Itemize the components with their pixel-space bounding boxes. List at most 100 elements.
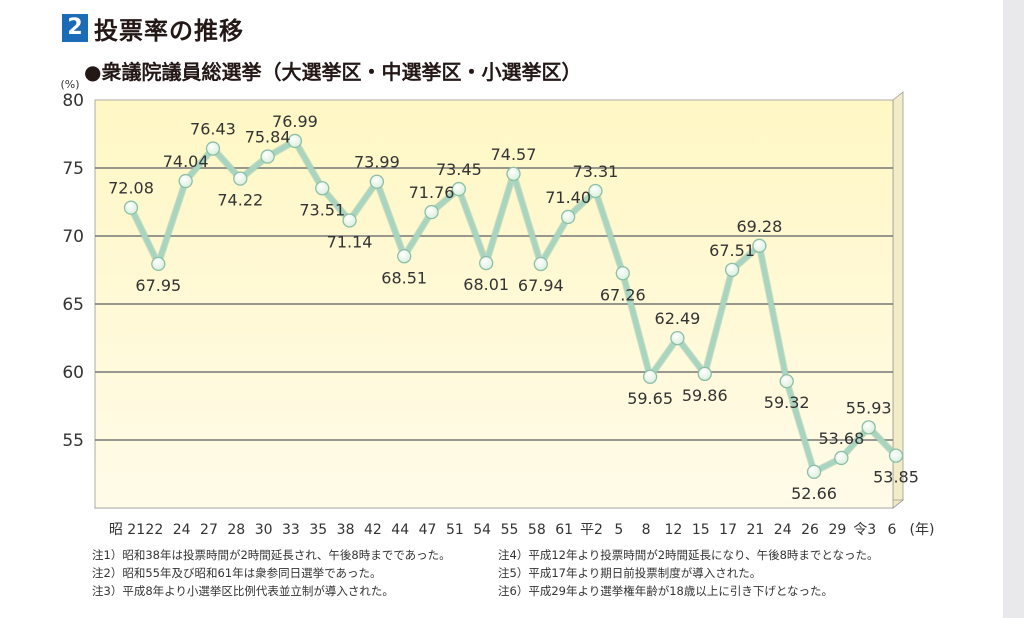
data-point — [533, 256, 548, 272]
data-label: 59.65 — [627, 389, 673, 408]
x-tick-label: 15 — [692, 522, 710, 538]
x-tick-label: 47 — [419, 522, 437, 538]
x-tick-label: 24 — [774, 522, 792, 538]
x-tick-label: 29 — [828, 522, 846, 538]
data-point — [397, 249, 412, 264]
x-tick-label: 5 — [614, 522, 623, 538]
data-point — [861, 420, 876, 435]
data-point — [697, 366, 712, 382]
data-point — [424, 204, 439, 220]
footnotes-left: 注1）昭和38年は投票時間が2時間延長され、午後8時までであった。 注2）昭和5… — [92, 546, 451, 600]
data-label: 71.14 — [327, 232, 373, 251]
chart-subtitle: ●衆議院議員総選挙（大選挙区・中選挙区・小選挙区） — [84, 60, 582, 84]
x-tick-label: 35 — [309, 522, 327, 538]
x-tick-label: 17 — [719, 522, 737, 538]
data-label: 74.22 — [217, 191, 263, 210]
x-tick-label: 6 — [888, 522, 897, 538]
data-point — [806, 464, 822, 479]
x-tick-label: 26 — [801, 522, 819, 538]
data-label: 71.40 — [545, 188, 591, 207]
data-label: 73.51 — [299, 200, 345, 219]
x-tick-label: 30 — [255, 522, 273, 538]
data-label: 55.93 — [846, 398, 892, 417]
data-point — [178, 173, 193, 189]
data-label: 53.68 — [818, 429, 864, 448]
x-tick-label: 平2 — [580, 522, 603, 538]
data-label: 67.95 — [135, 276, 181, 295]
x-tick-label: 54 — [473, 522, 491, 538]
data-label: 73.45 — [436, 160, 482, 179]
data-label: 52.66 — [791, 484, 837, 503]
footnote-5: 注5）平成17年より期日前投票制度が導入された。 — [498, 566, 762, 580]
data-point — [123, 200, 139, 215]
data-label: 68.01 — [463, 275, 509, 294]
data-point — [479, 255, 494, 271]
footnote-2: 注2）昭和55年及び昭和61年は衆参同日選挙であった。 — [92, 566, 382, 580]
section-heading: 2 投票率の推移 — [62, 12, 244, 45]
x-tick-label: 昭 21 — [109, 522, 145, 538]
data-point — [724, 262, 740, 278]
x-tick-label: 令3 — [853, 522, 876, 538]
footnote-3: 注3）平成8年より小選挙区比例代表並立制が導入された。 — [92, 584, 394, 598]
data-point — [615, 266, 630, 281]
data-label: 59.32 — [764, 393, 810, 412]
data-point — [342, 213, 357, 228]
footnote-4: 注4）平成12年より投票時間が2時間延長になり、午後8時までとなった。 — [498, 548, 879, 562]
data-label: 76.99 — [272, 112, 318, 131]
x-tick-label: 38 — [337, 522, 355, 538]
section-number-badge: 2 — [62, 14, 88, 42]
x-tick-label: 8 — [642, 522, 651, 538]
data-label: 71.76 — [409, 183, 455, 202]
data-point — [560, 209, 576, 225]
data-point — [588, 183, 603, 199]
y-axis-unit: (%) — [60, 78, 79, 91]
data-point — [642, 369, 658, 384]
data-label: 75.84 — [245, 128, 291, 147]
data-point — [888, 448, 904, 463]
y-tick-label: 65 — [62, 295, 84, 315]
x-tick-label: 24 — [173, 522, 191, 538]
footnotes-right: 注4）平成12年より投票時間が2時間延長になり、午後8時までとなった。 注5）平… — [498, 546, 879, 600]
data-label: 62.49 — [655, 309, 701, 328]
data-label: 73.99 — [354, 153, 400, 172]
data-point — [670, 330, 685, 346]
y-tick-label: 70 — [62, 227, 84, 247]
data-point — [779, 374, 794, 389]
data-label: 67.51 — [709, 241, 755, 260]
x-tick-label: 22 — [145, 522, 163, 538]
x-tick-label: 44 — [391, 522, 409, 538]
data-point — [205, 141, 221, 156]
data-label: 53.85 — [873, 468, 919, 487]
x-tick-label: 55 — [501, 522, 519, 538]
data-label: 59.86 — [682, 386, 728, 405]
data-label: 73.31 — [573, 162, 619, 181]
data-point — [451, 181, 467, 197]
x-tick-label: 42 — [364, 522, 382, 538]
footnote-1: 注1）昭和38年は投票時間が2時間延長され、午後8時までであった。 — [92, 548, 451, 562]
data-point — [233, 171, 248, 186]
x-tick-label: 12 — [665, 522, 683, 538]
data-label: 74.57 — [491, 145, 537, 164]
data-point — [369, 174, 385, 189]
x-tick-label: 51 — [446, 522, 464, 538]
data-label: 74.04 — [163, 152, 209, 171]
page-edge-bar — [1003, 0, 1024, 618]
y-tick-label: 80 — [62, 91, 84, 111]
data-point — [506, 166, 521, 181]
x-tick-label: 28 — [227, 522, 245, 538]
x-tick-label: 27 — [200, 522, 218, 538]
plot-area-3d-right — [892, 91, 904, 509]
data-point — [260, 149, 275, 164]
data-point — [834, 450, 849, 466]
data-point — [752, 238, 767, 253]
data-point — [151, 256, 166, 272]
data-label: 67.94 — [518, 276, 564, 295]
data-point — [287, 133, 303, 149]
data-label: 76.43 — [190, 120, 236, 139]
x-tick-label: 21 — [746, 522, 764, 538]
y-tick-label: 55 — [62, 431, 84, 451]
footnote-6: 注6）平成29年より選挙権年齢が18歳以上に引き下げとなった。 — [498, 584, 834, 598]
data-point — [315, 181, 330, 196]
x-tick-label: 58 — [528, 522, 546, 538]
